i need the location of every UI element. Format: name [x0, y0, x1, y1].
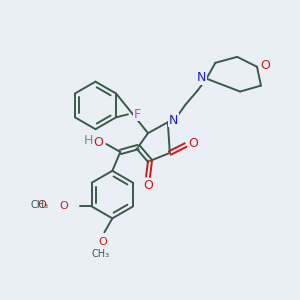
- Text: N: N: [197, 71, 206, 84]
- Text: CH₃: CH₃: [30, 200, 49, 211]
- Text: O: O: [143, 179, 153, 192]
- Text: O: O: [98, 237, 107, 247]
- Text: F: F: [133, 108, 140, 121]
- Text: N: N: [169, 114, 178, 127]
- Text: O: O: [189, 136, 199, 150]
- Text: CH₃: CH₃: [92, 249, 110, 259]
- Text: O: O: [94, 136, 103, 148]
- Text: H: H: [84, 134, 93, 147]
- Text: O: O: [38, 200, 46, 211]
- Text: O: O: [60, 202, 68, 212]
- Text: O: O: [260, 59, 270, 72]
